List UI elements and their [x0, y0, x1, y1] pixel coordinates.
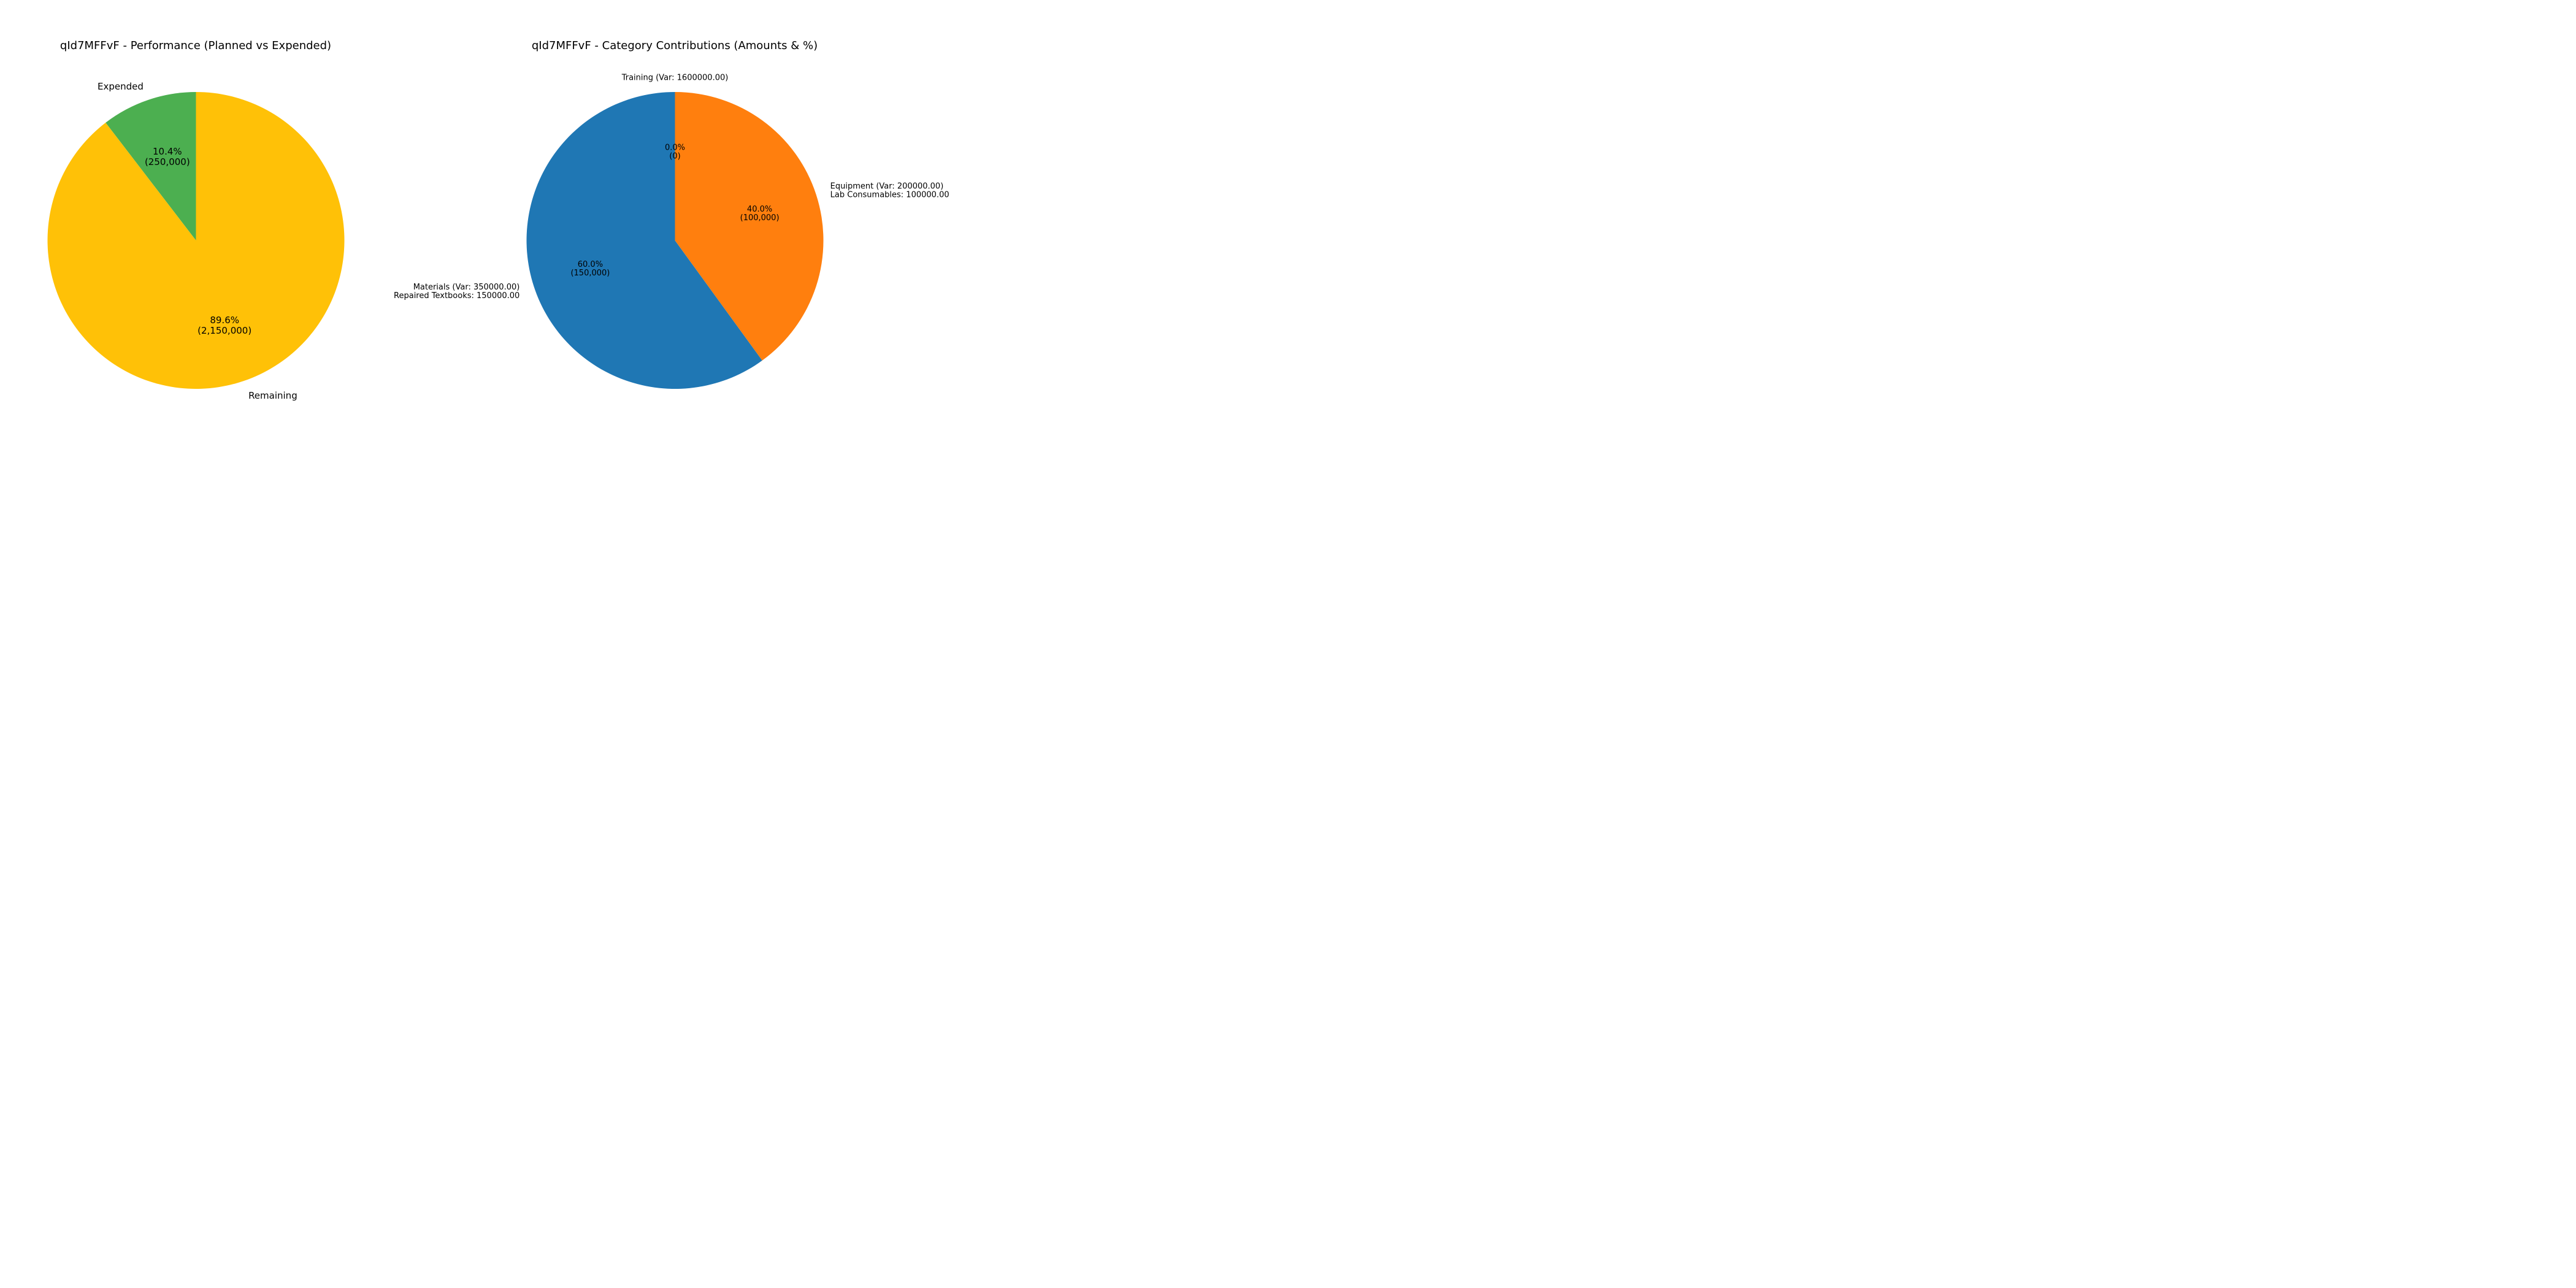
slice-label-expended: Expended — [98, 81, 144, 92]
chart-title: qId7MFFvF - Performance (Planned vs Expe… — [60, 39, 331, 52]
data-label-remaining-line: (2,150,000) — [197, 325, 251, 336]
pie-slice-materials — [526, 92, 762, 389]
data-label-expended: 10.4% (250,000) — [145, 146, 190, 167]
slice-label-equipment: Equipment (Var: 200000.00) Lab Consumable… — [830, 182, 949, 200]
data-label-training-line: (0) — [669, 152, 680, 161]
data-label-training-line: 0.0% — [665, 144, 685, 153]
pie-labels: Expended 10.4% (250,000) Remaining 89.6% (2,1… — [98, 81, 297, 401]
data-label-equipment-line: (100,000) — [740, 213, 780, 223]
category-pie-chart: qId7MFFvF - Category Contributions (Amou… — [394, 39, 949, 389]
slice-label-expended-line: Expended — [98, 81, 144, 92]
pie-slice-expended — [105, 92, 196, 240]
data-label-expended-line: 10.4% — [153, 146, 182, 157]
data-label-materials-line: 60.0% — [578, 260, 603, 269]
slice-label-materials: Materials (Var: 350000.00) Repaired Textb… — [394, 283, 519, 301]
data-label-expended-line: (250,000) — [145, 156, 190, 167]
slice-label-equipment-line: Lab Consumables: 100000.00 — [830, 191, 949, 200]
data-label-equipment: 40.0% (100,000) — [740, 205, 780, 223]
pie-slices — [526, 92, 824, 389]
pie-slice-remaining — [47, 92, 345, 389]
data-label-equipment-line: 40.0% — [747, 205, 772, 214]
slice-label-materials-line: Materials (Var: 350000.00) — [413, 283, 520, 292]
pie-slices — [47, 92, 345, 389]
data-label-remaining-line: 89.6% — [210, 315, 239, 326]
slice-label-remaining-line: Remaining — [248, 390, 297, 401]
performance-pie-chart: qId7MFFvF - Performance (Planned vs Expe… — [47, 39, 345, 401]
slice-label-training: Training (Var: 1600000.00) — [621, 74, 729, 83]
data-label-remaining: 89.6% (2,150,000) — [197, 315, 251, 336]
pie-slice-equipment — [675, 92, 824, 361]
slice-label-training-line: Training (Var: 1600000.00) — [621, 74, 729, 83]
data-label-materials-line: (150,000) — [570, 269, 610, 278]
data-label-materials: 60.0% (150,000) — [570, 260, 610, 278]
slice-label-equipment-line: Equipment (Var: 200000.00) — [830, 182, 944, 191]
data-label-training: 0.0% (0) — [665, 144, 685, 161]
slice-label-remaining: Remaining — [248, 390, 297, 401]
figure: qId7MFFvF - Performance (Planned vs Expe… — [0, 0, 957, 478]
pie-labels: Training (Var: 1600000.00) 0.0% (0) Materia… — [394, 74, 949, 301]
chart-title: qId7MFFvF - Category Contributions (Amou… — [532, 39, 818, 52]
slice-label-materials-line: Repaired Textbooks: 150000.00 — [394, 291, 519, 301]
